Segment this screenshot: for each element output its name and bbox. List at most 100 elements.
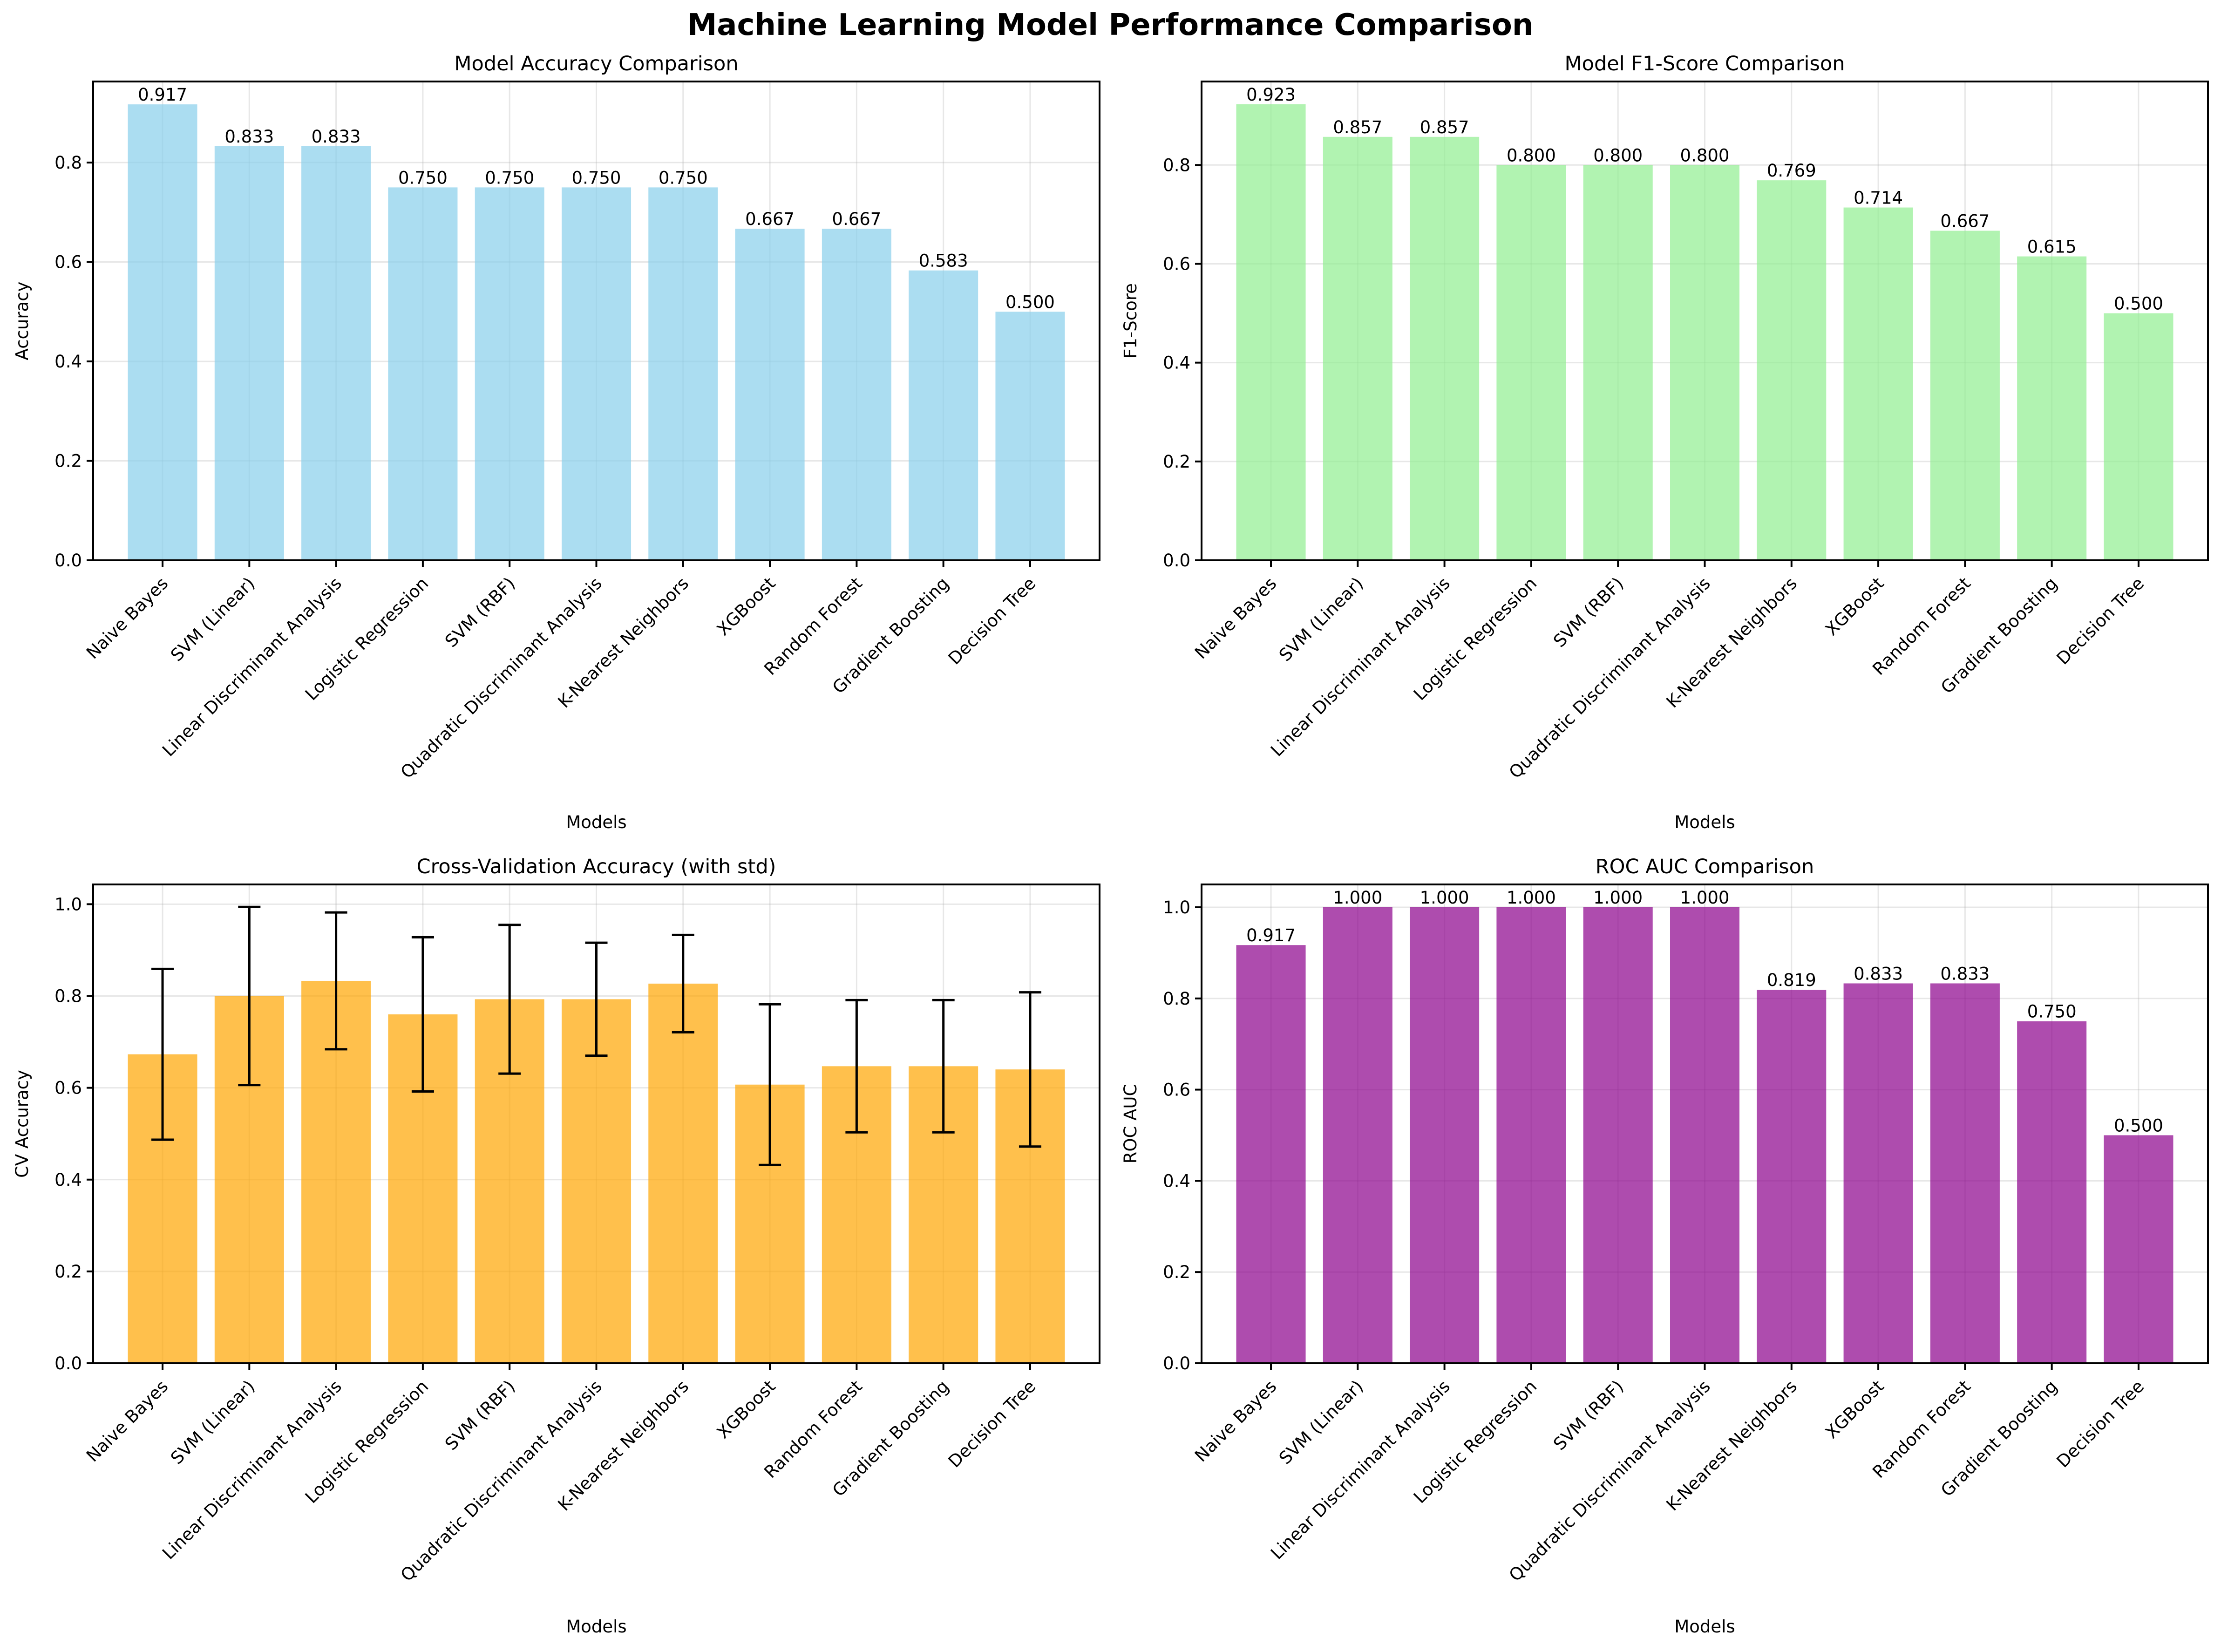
bar <box>1670 907 1740 1363</box>
x-tick-label: XGBoost <box>713 573 779 639</box>
bar <box>561 187 632 560</box>
value-label: 0.750 <box>485 168 534 188</box>
value-label: 0.800 <box>1593 145 1643 165</box>
y-tick-label: 0.8 <box>1163 989 1190 1009</box>
bar <box>1843 983 1913 1363</box>
value-label: 0.500 <box>2114 294 2163 314</box>
value-label: 0.583 <box>919 251 968 271</box>
value-label: 0.769 <box>1767 161 1816 181</box>
bar <box>1930 231 2000 560</box>
bar <box>1410 907 1480 1363</box>
x-axis-label: Models <box>566 812 626 832</box>
y-tick-label: 0.4 <box>54 1170 82 1190</box>
bar <box>214 146 284 560</box>
bar <box>648 187 718 560</box>
plot-frame <box>92 884 1100 1364</box>
x-tick-label: SVM (Linear) <box>1275 573 1367 666</box>
bar <box>735 228 805 560</box>
x-tick-label: SVM (Linear) <box>1275 1376 1367 1468</box>
bar <box>1757 990 1827 1363</box>
y-tick-label: 0.0 <box>1163 1353 1190 1373</box>
y-tick-label: 0.6 <box>54 252 82 272</box>
y-tick-label: 0.8 <box>54 986 82 1006</box>
plot-frame <box>92 81 1100 561</box>
y-tick-label: 1.0 <box>1163 897 1190 918</box>
x-tick-label: Decision Tree <box>2053 1376 2148 1472</box>
value-label: 0.917 <box>1246 925 1296 945</box>
bar <box>1496 907 1566 1363</box>
panel-title: ROC AUC Comparison <box>1596 855 1814 878</box>
x-tick-label: Linear Discriminant Analysis <box>158 1376 346 1564</box>
x-tick-label: XGBoost <box>713 1376 779 1442</box>
panel-4: 0.0 0.2 0.4 0.6 0.8 1.0 0.917 1.000 1.000 1.000 1.… <box>1121 855 2209 1637</box>
x-axis-label: Models <box>1674 812 1735 832</box>
y-tick-label: 0.2 <box>1163 452 1190 472</box>
bar <box>1236 945 1306 1363</box>
y-tick-label: 0.0 <box>54 551 82 571</box>
bar <box>301 146 371 560</box>
y-axis-label: F1-Score <box>1121 283 1141 359</box>
value-label: 0.667 <box>745 209 795 229</box>
value-label: 0.800 <box>1680 145 1730 165</box>
y-tick-label: 0.2 <box>54 1262 82 1282</box>
y-tick-label: 0.6 <box>1163 254 1190 274</box>
x-tick-label: Decision Tree <box>2053 573 2148 669</box>
value-label: 0.833 <box>1940 964 1990 984</box>
value-label: 1.000 <box>1333 888 1382 908</box>
bar <box>1323 907 1392 1363</box>
panel-title: Cross-Validation Accuracy (with std) <box>417 855 776 878</box>
bar <box>561 999 632 1363</box>
bar <box>1496 165 1566 560</box>
y-tick-label: 0.8 <box>1163 155 1190 175</box>
plot-frame <box>1201 81 2209 561</box>
bar <box>648 983 718 1363</box>
y-axis-label: Accuracy <box>12 282 32 360</box>
value-label: 0.833 <box>1854 964 1903 984</box>
y-tick-label: 0.6 <box>54 1078 82 1098</box>
bar <box>1323 136 1392 560</box>
y-tick-label: 0.4 <box>1163 1171 1190 1191</box>
bar <box>2017 1021 2087 1363</box>
value-label: 0.857 <box>1333 117 1382 137</box>
value-label: 1.000 <box>1507 888 1556 908</box>
x-tick-label: Linear Discriminant Analysis <box>1267 1376 1454 1564</box>
value-label: 0.923 <box>1246 85 1296 105</box>
bar <box>1410 136 1480 560</box>
value-label: 0.500 <box>2114 1115 2163 1135</box>
y-tick-label: 0.2 <box>54 451 82 471</box>
x-tick-label: Linear Discriminant Analysis <box>158 573 346 761</box>
x-tick-label: Naive Bayes <box>82 573 172 663</box>
value-label: 0.819 <box>1767 970 1816 990</box>
panel-1: 0.0 0.2 0.4 0.6 0.8 0.917 0.833 0.833 0.750 0.750… <box>12 52 1100 832</box>
value-label: 0.750 <box>659 168 708 188</box>
value-label: 0.615 <box>2027 237 2077 257</box>
bar <box>995 312 1065 560</box>
bar <box>1583 165 1653 560</box>
value-label: 0.857 <box>1420 117 1469 137</box>
bar <box>1583 907 1653 1363</box>
bar <box>1236 104 1306 560</box>
y-tick-label: 0.8 <box>54 153 82 173</box>
value-label: 1.000 <box>1593 888 1643 908</box>
x-tick-label: SVM (RBF) <box>441 1376 519 1454</box>
y-tick-label: 0.0 <box>54 1353 82 1373</box>
y-tick-label: 0.4 <box>1163 353 1190 373</box>
x-tick-label: SVM (RBF) <box>1549 573 1627 651</box>
value-label: 0.917 <box>138 85 187 105</box>
x-tick-label: Naive Bayes <box>82 1376 172 1466</box>
figure-title: Machine Learning Model Performance Compa… <box>687 8 1534 42</box>
bar <box>1843 207 1913 560</box>
x-tick-label: XGBoost <box>1821 573 1888 639</box>
value-label: 0.833 <box>224 127 274 147</box>
bar <box>1670 165 1740 560</box>
value-label: 0.667 <box>1940 211 1990 231</box>
bar <box>128 104 197 561</box>
bar <box>2017 256 2087 560</box>
value-label: 0.500 <box>1005 292 1055 312</box>
value-label: 1.000 <box>1420 888 1469 908</box>
y-tick-label: 0.0 <box>1163 551 1190 571</box>
value-label: 0.714 <box>1854 188 1903 208</box>
value-label: 0.800 <box>1507 145 1556 165</box>
